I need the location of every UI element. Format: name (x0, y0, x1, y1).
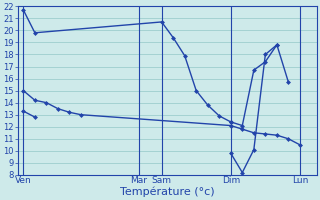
X-axis label: Température (°c): Température (°c) (120, 187, 215, 197)
